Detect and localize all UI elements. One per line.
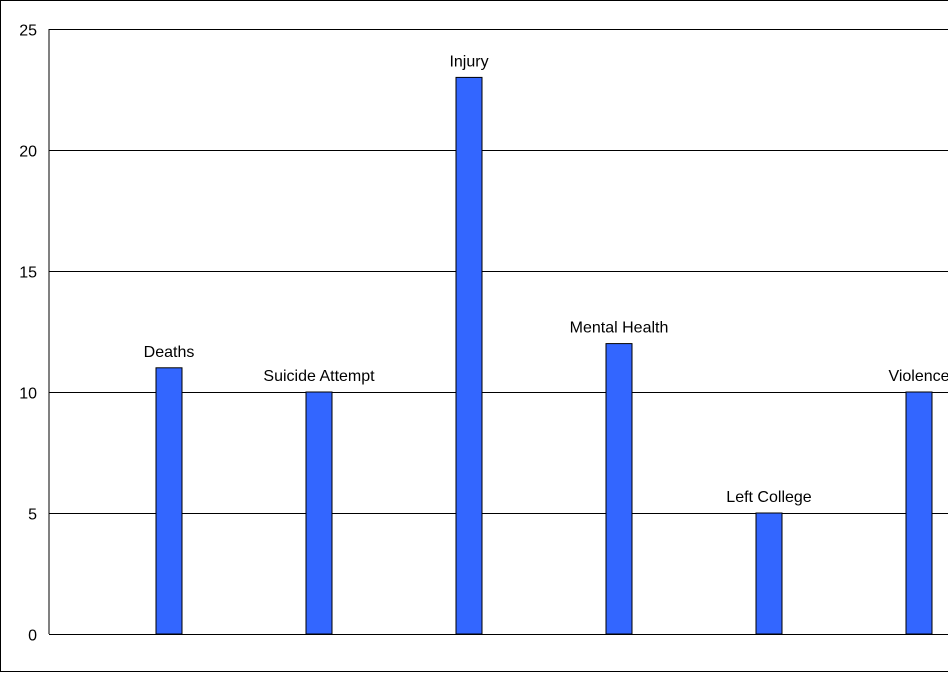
data-label-violence: Violence: [888, 368, 948, 385]
data-label-left-college: Left College: [726, 489, 811, 506]
bars: [155, 76, 933, 635]
y-tick-label-10: 10: [19, 386, 37, 403]
y-tick-labels: 0 5 10 15 20 25: [19, 23, 37, 645]
bar-violence: [905, 391, 933, 635]
y-tick-label-0: 0: [28, 628, 37, 645]
y-tick-label-20: 20: [19, 144, 37, 161]
bar-suicide-attempt: [305, 391, 333, 635]
bar-deaths: [155, 367, 183, 635]
data-label-suicide-attempt: Suicide Attempt: [263, 368, 375, 385]
gridlines: [49, 29, 948, 635]
bar-data-labels: Deaths Suicide Attempt Injury Mental Health…: [144, 53, 948, 506]
bar-left-college: [755, 512, 783, 635]
bar-injury: [455, 76, 483, 635]
bar-mental-health: [605, 343, 633, 635]
data-label-deaths: Deaths: [144, 344, 195, 361]
data-label-injury: Injury: [449, 53, 488, 70]
y-tick-label-25: 25: [19, 23, 37, 40]
y-tick-label-5: 5: [28, 507, 37, 524]
data-label-mental-health: Mental Health: [570, 320, 669, 337]
y-tick-label-15: 15: [19, 265, 37, 282]
